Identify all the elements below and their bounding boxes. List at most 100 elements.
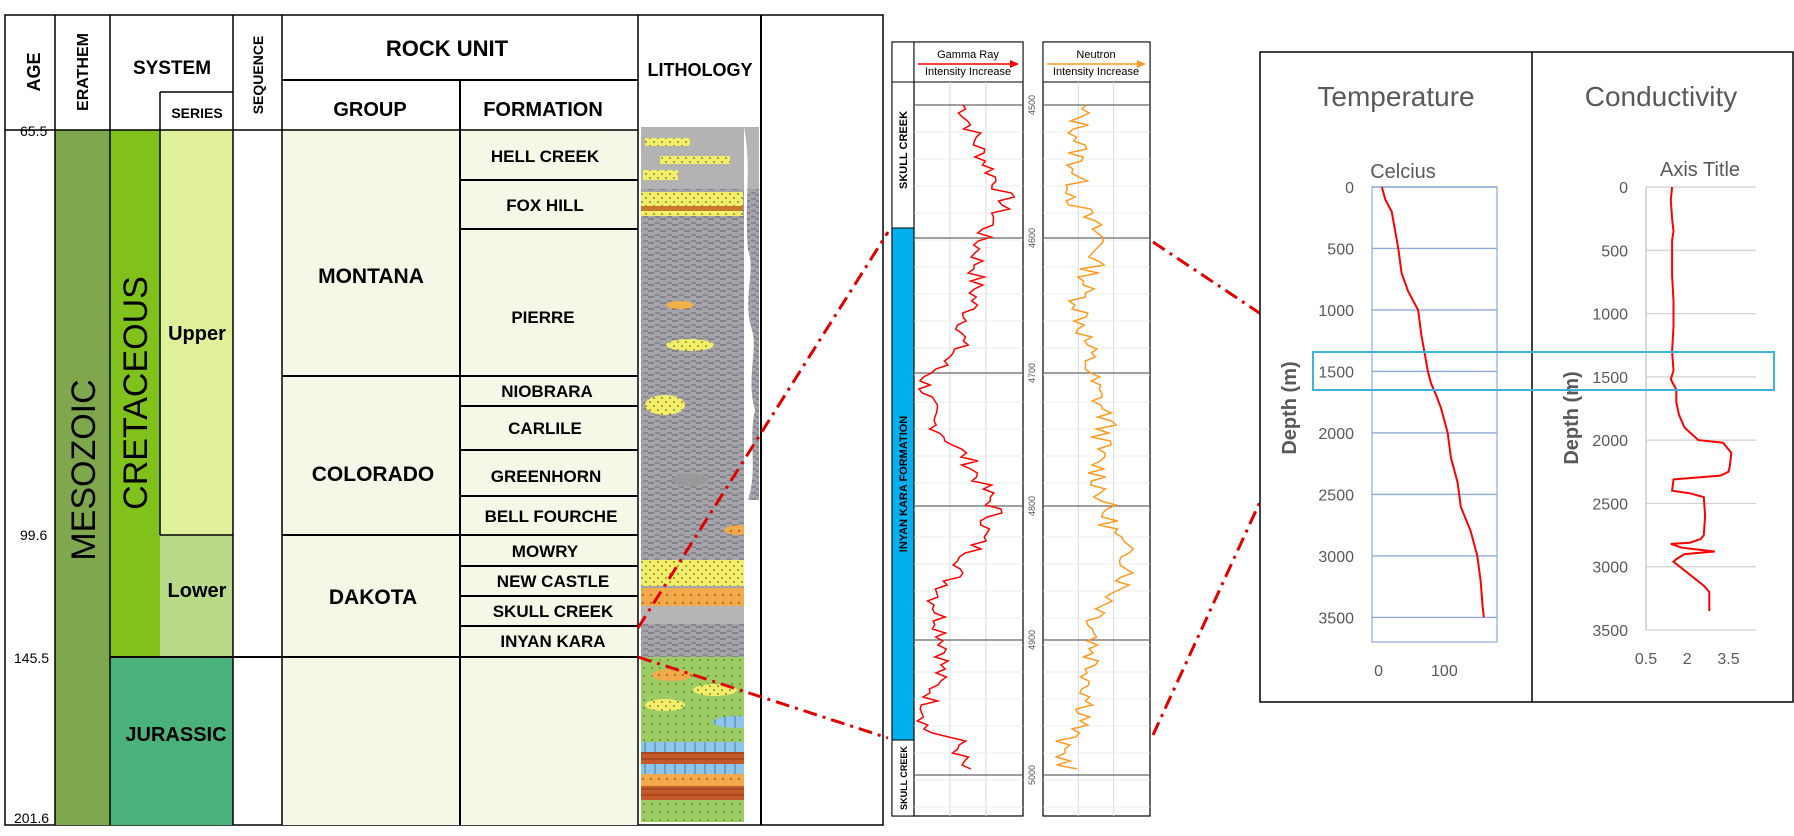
neutron-subtitle: Intensity Increase bbox=[1053, 66, 1139, 78]
y-tick-label: 1500 bbox=[1592, 370, 1628, 387]
neutron-arrow-head bbox=[1137, 60, 1146, 68]
lithology-shale-unit bbox=[641, 606, 759, 624]
lithology-concretion bbox=[652, 669, 692, 681]
age-label: 65.5 bbox=[20, 123, 47, 139]
lithology-foxhill-sand bbox=[641, 192, 743, 216]
formation-bell-fourche: BELL FOURCHE bbox=[485, 507, 618, 526]
y-tick-label: 500 bbox=[1601, 243, 1628, 260]
formation-greenhorn: GREENHORN bbox=[491, 467, 602, 486]
y-tick-label: 0 bbox=[1345, 180, 1354, 197]
series-lower: Lower bbox=[168, 580, 227, 602]
y-tick-label: 3500 bbox=[1318, 610, 1354, 627]
lithology-concretion bbox=[666, 301, 694, 309]
header-age: AGE bbox=[24, 52, 44, 91]
y-tick-label: 1000 bbox=[1318, 303, 1354, 320]
depth-tick-label: 4600 bbox=[1027, 228, 1037, 248]
header-series: SERIES bbox=[171, 105, 222, 121]
gamma-ray-curve bbox=[915, 104, 1016, 770]
stratigraphic-column: AGE ERATHEM SYSTEM SERIES SEQUENCE ROCK … bbox=[4, 14, 884, 826]
group-montana: MONTANA bbox=[318, 265, 424, 288]
formation-skull-creek: SKULL CREEK bbox=[493, 602, 614, 621]
header-sequence: SEQUENCE bbox=[250, 36, 266, 115]
age-label: 201.6 bbox=[14, 810, 49, 826]
log-unit-label: SKULL CREEK bbox=[899, 746, 909, 810]
log-unit-label: INYAN KARA FORMATION bbox=[898, 416, 910, 553]
y-tick-label: 500 bbox=[1327, 241, 1354, 258]
y-tick-label: 3000 bbox=[1592, 560, 1628, 577]
series-upper: Upper bbox=[168, 323, 226, 345]
correlation-top-right bbox=[1152, 240, 1316, 352]
system-cretaceous: CRETACEOUS bbox=[117, 276, 155, 510]
formation-hell-creek: HELL CREEK bbox=[491, 147, 600, 166]
lithology-red-band bbox=[641, 752, 759, 764]
depth-tick-label: 4700 bbox=[1027, 363, 1037, 383]
lithology-orange-band bbox=[641, 774, 759, 786]
lithology-blue-band bbox=[641, 742, 759, 752]
log-unit-label: SKULL CREEK bbox=[898, 111, 910, 189]
header-rock-unit: ROCK UNIT bbox=[386, 36, 509, 61]
y-tick-label: 2000 bbox=[1318, 426, 1354, 443]
data-line bbox=[1669, 186, 1733, 611]
lithology-concretion bbox=[645, 699, 685, 711]
formation-inyan-kara: INYAN KARA bbox=[500, 632, 605, 651]
conductivity-title: Conductivity bbox=[1585, 81, 1738, 112]
lithology-shale-unit bbox=[641, 624, 759, 657]
lithology-orange-unit bbox=[641, 588, 759, 606]
neutron-header bbox=[1042, 41, 1151, 83]
header-erathem: ERATHEM bbox=[75, 33, 92, 111]
erathem-mesozoic: MESOZOIC bbox=[65, 379, 103, 560]
gamma-grid bbox=[914, 82, 1023, 816]
lithology-column bbox=[641, 127, 759, 822]
log-header-blank bbox=[891, 41, 915, 83]
lithology-concretion bbox=[666, 339, 714, 351]
depth-tick-label: 4500 bbox=[1027, 95, 1037, 115]
lithology-sand-unit bbox=[641, 560, 759, 586]
neutron-curve bbox=[1054, 104, 1135, 770]
y-tick-label: 2500 bbox=[1318, 487, 1354, 504]
age-label: 145.5 bbox=[14, 650, 49, 666]
header-group: GROUP bbox=[333, 99, 406, 121]
formation-pierre: PIERRE bbox=[511, 308, 574, 327]
lithology-red-band bbox=[641, 786, 759, 800]
system-jurassic: JURASSIC bbox=[125, 724, 226, 746]
series-lower-fill bbox=[160, 535, 233, 657]
header-lithology: LITHOLOGY bbox=[648, 60, 753, 80]
series-upper-fill bbox=[160, 130, 233, 535]
y-tick-label: 0 bbox=[1619, 180, 1628, 197]
group-dakota: DAKOTA bbox=[329, 586, 417, 609]
highlight-depth-box bbox=[1312, 351, 1775, 391]
depth-tick-label: 4800 bbox=[1027, 496, 1037, 516]
y-tick-label: 1000 bbox=[1592, 307, 1628, 324]
conductivity-axis-title: Axis Title bbox=[1660, 159, 1740, 181]
gamma-subtitle: Intensity Increase bbox=[925, 66, 1011, 78]
lithology-lens bbox=[660, 156, 730, 164]
gamma-header bbox=[913, 41, 1024, 83]
formation-new-castle: NEW CASTLE bbox=[497, 572, 609, 591]
y-tick-label: 1500 bbox=[1318, 364, 1354, 381]
header-formation: FORMATION bbox=[483, 99, 603, 121]
formation-carlile: CARLILE bbox=[508, 419, 582, 438]
lithology-erosion-profile bbox=[744, 127, 759, 822]
gamma-title: Gamma Ray bbox=[937, 49, 999, 61]
y-tick-label: 2500 bbox=[1592, 496, 1628, 513]
conductivity-ylabel: Depth (m) bbox=[1561, 371, 1583, 464]
formation-mowry: MOWRY bbox=[512, 542, 579, 561]
temperature-ylabel: Depth (m) bbox=[1279, 361, 1301, 454]
lithology-blue-band bbox=[641, 764, 759, 774]
conductivity-plot: 0 500 1000 1500 2000 2500 3000 3500 0.5 2 3.5 bbox=[1592, 180, 1756, 668]
y-tick-label: 2000 bbox=[1592, 433, 1628, 450]
formation-niobrara: NIOBRARA bbox=[501, 382, 593, 401]
charts-frame bbox=[1259, 51, 1794, 703]
lithology-concretion bbox=[645, 395, 685, 415]
property-charts: Temperature Celcius Depth (m) 0500100015… bbox=[1259, 51, 1794, 703]
temperature-title: Temperature bbox=[1317, 81, 1474, 112]
system-jurassic-fill bbox=[110, 657, 233, 825]
header-system: SYSTEM bbox=[133, 58, 211, 79]
depth-tick-label: 5000 bbox=[1027, 765, 1037, 785]
x-tick-label: 3.5 bbox=[1717, 651, 1739, 668]
x-tick-label: 0 bbox=[1374, 663, 1383, 680]
lithology-lens bbox=[645, 138, 690, 146]
y-tick-label: 3500 bbox=[1592, 623, 1628, 640]
x-tick-label: 100 bbox=[1431, 663, 1458, 680]
